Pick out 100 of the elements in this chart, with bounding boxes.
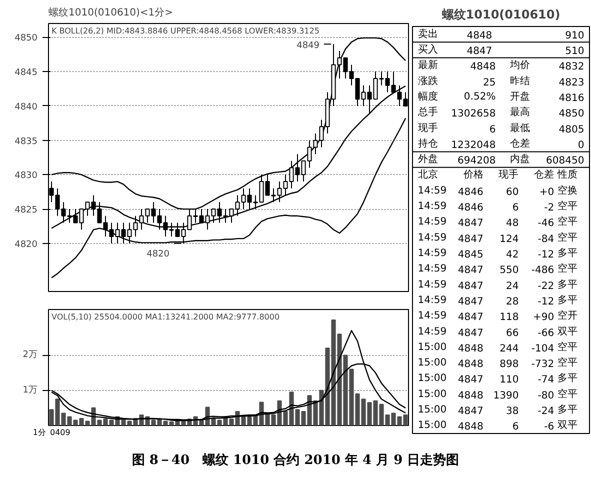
text: 现手 bbox=[498, 168, 519, 181]
text: 550 bbox=[500, 265, 519, 276]
text: 608450 bbox=[546, 156, 584, 167]
text: 4848 bbox=[458, 390, 484, 402]
text: 4823 bbox=[558, 77, 584, 88]
text: 现手 bbox=[418, 122, 438, 134]
text: -46 bbox=[538, 218, 554, 230]
text: 4847 bbox=[458, 374, 484, 386]
text: -12 bbox=[538, 249, 554, 260]
y-tick-label: 4825 bbox=[14, 206, 38, 216]
chart-title: 螺纹1010(010610)<1分> bbox=[48, 6, 174, 18]
text: 4848 bbox=[466, 30, 492, 42]
text: 4832 bbox=[558, 62, 584, 73]
text: 4846 bbox=[458, 186, 484, 198]
text: 1390 bbox=[493, 390, 519, 402]
text: 螺纹1010(010610) bbox=[440, 8, 560, 22]
text: 多平 bbox=[558, 404, 578, 416]
text: 仓差 bbox=[510, 137, 530, 150]
text: -2 bbox=[544, 202, 554, 214]
text: -104 bbox=[531, 343, 554, 354]
text: 最低 bbox=[510, 122, 530, 134]
text: 1分 bbox=[32, 427, 46, 438]
text: 14:59 bbox=[418, 216, 447, 228]
text: 双平 bbox=[558, 420, 578, 432]
text: 4847 bbox=[458, 218, 484, 230]
text: 4848 bbox=[458, 343, 484, 354]
text: 0409 bbox=[50, 427, 70, 438]
text: 多平 bbox=[558, 278, 578, 290]
text: 14:59 bbox=[418, 294, 447, 306]
text: 4847 bbox=[458, 406, 484, 418]
text: 14:59 bbox=[418, 310, 447, 322]
text: 北京 bbox=[418, 168, 438, 181]
text: 卖出 bbox=[418, 28, 438, 40]
y-tick-label: 1万 bbox=[22, 385, 38, 396]
text: 最高 bbox=[510, 106, 530, 118]
text: 空平 bbox=[558, 216, 578, 228]
annotation: 4849 bbox=[296, 41, 320, 52]
text: 多平 bbox=[558, 246, 578, 259]
y-tick-label: 4820 bbox=[14, 240, 38, 250]
text: -732 bbox=[531, 359, 554, 370]
text: 空平 bbox=[558, 388, 578, 400]
text: 多平 bbox=[558, 372, 578, 384]
text: 14:59 bbox=[418, 185, 447, 196]
text: 4846 bbox=[458, 202, 484, 214]
y-tick-label: 4835 bbox=[14, 136, 38, 147]
y-tick-label: 4845 bbox=[14, 68, 38, 78]
text: 118 bbox=[500, 312, 519, 324]
text: -80 bbox=[538, 390, 554, 402]
text: 24 bbox=[506, 280, 519, 292]
text: 昨结 bbox=[510, 74, 530, 87]
text: 14:59 bbox=[418, 201, 447, 212]
text: 15:00 bbox=[418, 358, 447, 369]
text: 空平 bbox=[558, 200, 578, 212]
text: 4847 bbox=[458, 296, 484, 308]
text: 898 bbox=[500, 359, 519, 370]
text: 6 bbox=[489, 124, 496, 136]
text: 4848 bbox=[458, 359, 484, 370]
text: 14:59 bbox=[418, 264, 447, 275]
annotation: 4820 bbox=[146, 249, 170, 260]
text: -12 bbox=[538, 296, 554, 308]
text: 幅度 bbox=[418, 90, 438, 102]
text: 910 bbox=[565, 30, 584, 42]
text: 4805 bbox=[558, 124, 584, 136]
y-tick-label: 2万 bbox=[22, 350, 38, 360]
text: 48 bbox=[506, 218, 519, 230]
y-tick-label: 4850 bbox=[14, 34, 38, 44]
text: -84 bbox=[538, 234, 554, 245]
text: 15:00 bbox=[418, 388, 447, 400]
text: 6 bbox=[512, 202, 519, 214]
text: 4847 bbox=[458, 312, 484, 324]
text: 15:00 bbox=[418, 404, 447, 416]
text: -22 bbox=[538, 280, 554, 292]
text: 涨跌 bbox=[418, 74, 438, 87]
text: 4847 bbox=[458, 234, 484, 245]
text: 内盘 bbox=[510, 153, 530, 166]
text: 4847 bbox=[466, 46, 492, 57]
text: -24 bbox=[538, 406, 554, 418]
text: -74 bbox=[538, 374, 554, 386]
text: 4847 bbox=[458, 265, 484, 276]
text: 4848 bbox=[470, 62, 496, 73]
text: 4848 bbox=[458, 422, 484, 433]
text: 多平 bbox=[558, 294, 578, 306]
text: 1302658 bbox=[451, 108, 496, 120]
text: 28 bbox=[506, 296, 519, 308]
text: 0.52% bbox=[464, 91, 496, 102]
text: 开盘 bbox=[510, 90, 530, 102]
text: 外盘 bbox=[418, 153, 438, 166]
text: 25 bbox=[482, 77, 496, 88]
text: 4816 bbox=[558, 92, 584, 104]
text: 空平 bbox=[558, 356, 578, 369]
text: 4845 bbox=[458, 249, 484, 260]
text: 买入 bbox=[418, 43, 438, 56]
text: 15:00 bbox=[418, 373, 447, 384]
text: 空平 bbox=[558, 262, 578, 275]
y-tick-label: 4830 bbox=[14, 171, 38, 182]
text: 42 bbox=[506, 249, 519, 260]
text: 价格 bbox=[462, 168, 484, 181]
text: 最新 bbox=[418, 59, 438, 72]
text: 510 bbox=[565, 46, 584, 57]
text: -66 bbox=[538, 328, 554, 339]
